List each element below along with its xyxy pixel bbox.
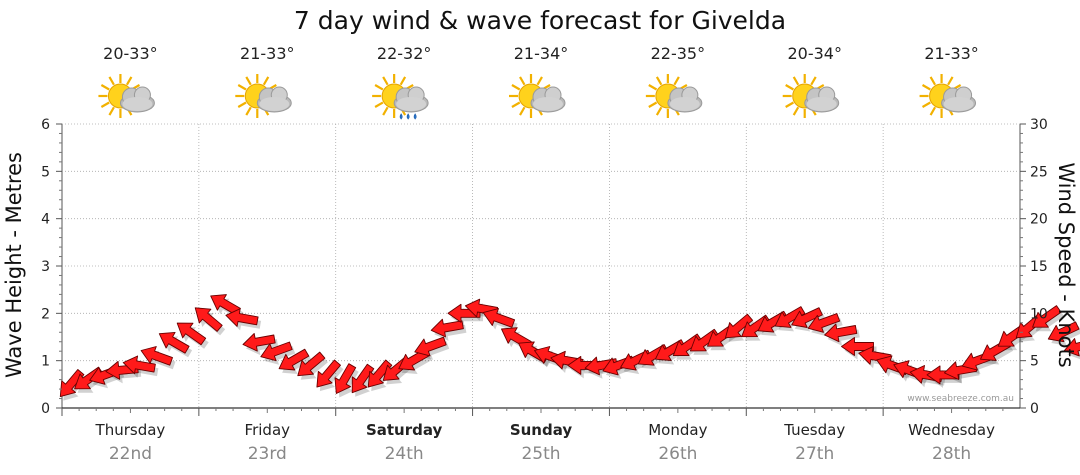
wind-arrow — [260, 341, 293, 362]
credit-watermark: www.seabreeze.com.au — [907, 394, 1014, 404]
wind-arrow — [242, 332, 276, 352]
wind-arrows — [59, 294, 1080, 401]
right-tick-label: 0 — [1030, 401, 1039, 417]
plot-background — [62, 124, 1020, 408]
day-name: Friday — [245, 421, 291, 439]
wind-arrow — [158, 331, 190, 354]
chart-title: 7 day wind & wave forecast for Givelda — [294, 6, 786, 35]
left-axis-title: Wave Height - Metres — [2, 152, 26, 378]
sun-cloud-icon — [235, 74, 292, 118]
wind-arrow — [791, 307, 823, 328]
temperature-range: 22-32° — [377, 44, 432, 63]
wind-arrow — [725, 313, 754, 339]
wind-arrow — [430, 318, 464, 338]
left-tick-label: 2 — [41, 306, 50, 322]
wind-arrow — [140, 346, 173, 366]
temperature-range: 21-34° — [514, 44, 569, 63]
right-axis-ticks: 0 5 10 15 20 25 30 — [1020, 117, 1048, 417]
wind-arrow — [447, 303, 481, 323]
wind-arrow — [807, 313, 841, 333]
left-tick-label: 3 — [41, 259, 50, 275]
wind-arrow — [351, 363, 375, 394]
sun-cloud-icon — [782, 74, 840, 118]
right-tick-label: 25 — [1030, 164, 1048, 180]
day-date: 27th — [795, 444, 834, 464]
wind-arrow — [398, 348, 430, 371]
right-axis-title: Wind Speed - Knots — [1054, 162, 1078, 367]
day-name: Wednesday — [908, 421, 995, 439]
wind-arrow — [1047, 321, 1080, 343]
day-name: Tuesday — [783, 421, 845, 439]
wind-arrow — [225, 308, 259, 327]
day-date: 28th — [932, 444, 971, 464]
temperature-range: 20-33° — [103, 44, 158, 63]
weather-forecast: 20-33° 21-33° 22-32° 21-34° 22-35° 20-34° 21-3… — [98, 44, 979, 120]
wind-arrow — [334, 363, 357, 394]
wind-arrow — [316, 359, 341, 388]
sun-cloud-rain-icon — [372, 74, 429, 120]
wind-arrow — [414, 336, 447, 357]
wind-arrow — [926, 365, 960, 385]
day-name: Sunday — [510, 421, 573, 439]
right-tick-label: 10 — [1030, 306, 1048, 322]
day-labels: Thursday 22nd Friday 23rd Saturday 24th Sunday… — [61, 408, 1004, 464]
wind-arrow — [194, 307, 223, 332]
day-date: 22nd — [109, 444, 152, 464]
sun-cloud-icon — [509, 74, 566, 118]
day-date: 26th — [658, 444, 697, 464]
day-date: 24th — [385, 444, 424, 464]
wind-arrow — [176, 322, 207, 346]
right-tick-label: 20 — [1030, 212, 1048, 228]
day-name: Saturday — [366, 421, 443, 439]
right-tick-label: 5 — [1030, 354, 1039, 370]
temperature-range: 21-33° — [924, 44, 979, 63]
sun-cloud-icon — [919, 74, 977, 118]
day-date: 25th — [521, 444, 560, 464]
sun-cloud-icon — [645, 74, 703, 118]
wind-arrow — [122, 355, 156, 375]
temperature-range: 20-34° — [787, 44, 842, 63]
wind-arrow — [278, 348, 310, 371]
day-name: Monday — [648, 421, 707, 439]
wind-arrow — [1063, 338, 1080, 357]
left-tick-label: 1 — [41, 354, 50, 370]
temperature-range: 21-33° — [240, 44, 295, 63]
day-date: 23rd — [248, 444, 287, 464]
wind-arrow — [297, 351, 326, 377]
left-tick-label: 4 — [41, 212, 50, 228]
left-tick-label: 0 — [41, 401, 50, 417]
wind-arrow — [482, 308, 516, 328]
left-tick-label: 5 — [41, 164, 50, 180]
temperature-range: 22-35° — [651, 44, 706, 63]
wind-arrow — [824, 323, 858, 343]
left-axis-ticks: 0 1 2 3 4 5 6 — [41, 117, 62, 417]
day-name: Thursday — [95, 421, 166, 439]
sun-cloud-icon — [98, 74, 155, 118]
grid-lines — [62, 123, 1020, 408]
wind-arrow — [1032, 305, 1062, 328]
plot-area — [61, 124, 1021, 409]
right-tick-label: 15 — [1030, 259, 1048, 275]
left-tick-label: 6 — [41, 117, 50, 133]
right-tick-label: 30 — [1030, 117, 1048, 133]
